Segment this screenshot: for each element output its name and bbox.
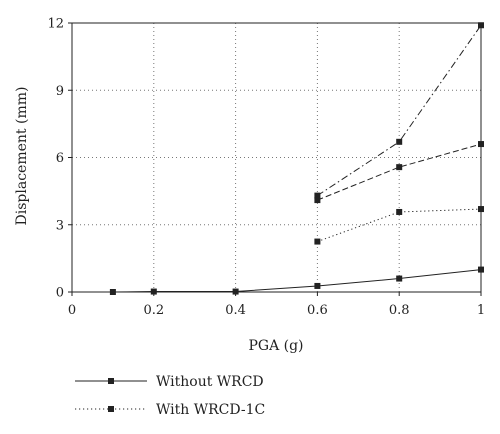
legend-marker-1 bbox=[108, 378, 114, 384]
legend-marker-2 bbox=[108, 406, 114, 412]
series-line-1 bbox=[112, 269, 482, 293]
x-tick-label: 1 bbox=[477, 303, 485, 318]
grid bbox=[72, 23, 481, 292]
legend-label-1: Without WRCD bbox=[156, 374, 264, 390]
series-line-2 bbox=[317, 208, 482, 243]
series-group bbox=[109, 22, 484, 295]
series-3-marker bbox=[314, 197, 321, 204]
series-line-3 bbox=[317, 143, 482, 201]
x-axis-label: PGA (g) bbox=[248, 338, 303, 354]
x-tick-label: 0.4 bbox=[225, 303, 246, 318]
series-1-marker bbox=[314, 282, 321, 289]
legend: Without WRCD With WRCD-1C bbox=[75, 374, 265, 418]
tick-labels: 0 0.2 0.4 0.6 0.8 1 0 3 6 9 12 bbox=[47, 17, 485, 319]
series-4-marker bbox=[314, 192, 321, 199]
y-axis-label: Displacement (mm) bbox=[14, 87, 30, 226]
y-tick-label: 12 bbox=[47, 17, 64, 32]
series-3-marker bbox=[396, 164, 403, 171]
series-4-marker bbox=[396, 138, 403, 145]
x-tick-label: 0.8 bbox=[389, 303, 410, 318]
y-tick-label: 6 bbox=[56, 151, 64, 166]
axes bbox=[68, 22, 482, 296]
y-tick-label: 0 bbox=[56, 286, 64, 301]
y-tick-label: 3 bbox=[56, 218, 64, 233]
series-2-marker bbox=[314, 238, 321, 245]
x-tick-label: 0.6 bbox=[307, 303, 328, 318]
x-tick-label: 0 bbox=[68, 303, 76, 318]
x-tick-label: 0.2 bbox=[143, 303, 164, 318]
series-2-marker bbox=[396, 208, 403, 215]
y-tick-label: 9 bbox=[56, 84, 64, 99]
legend-label-2: With WRCD-1C bbox=[156, 402, 265, 418]
series-1-marker bbox=[396, 275, 403, 282]
